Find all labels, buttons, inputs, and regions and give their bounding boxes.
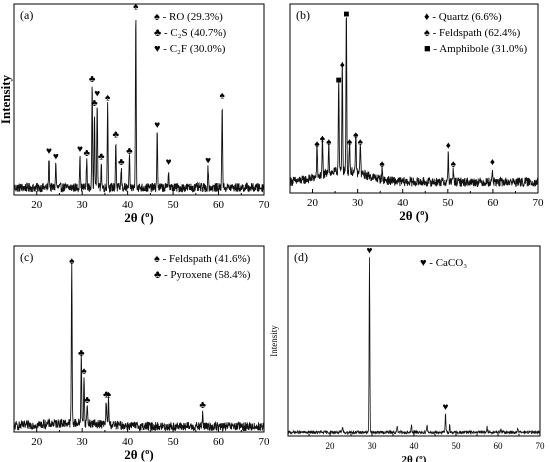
- legend-entry: ♥ - CaCO₃: [420, 257, 467, 269]
- x-tick-label: 40: [397, 197, 409, 209]
- peak-marker: ♣: [118, 157, 125, 168]
- peak-marker: ♣: [103, 389, 110, 400]
- peak-marker: ♠: [133, 2, 139, 13]
- panel-letter: (b): [296, 8, 310, 22]
- x-tick-label: 20: [326, 441, 336, 451]
- peak-marker: ♣: [89, 74, 96, 85]
- x-axis-label: 2θ (º): [124, 447, 154, 462]
- legend-entry: ♣ - C₂S (40.7%): [154, 27, 226, 39]
- peak-marker: ♠: [358, 137, 364, 148]
- peak-marker: ♠: [105, 92, 111, 103]
- peak-marker: ♠: [314, 139, 320, 150]
- x-tick-label: 50: [168, 199, 180, 211]
- plot-frame: [289, 3, 539, 194]
- peak-marker: ♠: [69, 256, 75, 267]
- y-axis-label: Intensity: [0, 74, 13, 124]
- x-tick-label: 30: [368, 441, 378, 451]
- peak-marker: ♣: [83, 148, 90, 159]
- peak-marker: ■: [336, 75, 342, 86]
- peak-marker: ♦: [446, 141, 451, 152]
- legend-entry: ♥ - C₂F (30.0%): [154, 43, 226, 55]
- legend-entry: ♠ - RO (29.3%): [154, 11, 223, 23]
- peak-marker: ♥: [53, 152, 59, 163]
- x-tick-label: 20: [307, 197, 319, 209]
- xrd-pattern-line: [287, 257, 541, 436]
- x-tick-label: 20: [31, 199, 43, 211]
- x-axis-label: 2θ (º): [402, 454, 427, 462]
- x-tick-label: 60: [487, 197, 499, 209]
- peak-marker: ♥: [94, 89, 100, 100]
- legend-entry: ■ - Amphibole (31.0%): [424, 43, 528, 55]
- x-tick-label: 50: [168, 436, 180, 448]
- x-tick-label: 70: [259, 436, 271, 448]
- peak-marker: ♥: [166, 157, 172, 168]
- peak-marker: ♥: [154, 120, 160, 131]
- x-axis-label: 2θ (º): [399, 208, 429, 223]
- peak-marker: ♠: [451, 159, 457, 170]
- legend-entry: ♠ - Feldspath (41.6%): [154, 253, 251, 265]
- panel-letter: (d): [294, 250, 308, 264]
- x-tick-label: 70: [259, 199, 271, 211]
- x-tick-label: 50: [452, 441, 462, 451]
- peak-marker: ♠: [353, 130, 359, 141]
- x-tick-label: 30: [352, 197, 364, 209]
- x-tick-label: 70: [536, 441, 546, 451]
- x-tick-label: 60: [213, 199, 225, 211]
- x-tick-label: 40: [122, 436, 134, 448]
- legend-entry: ♠ - Feldspath (62.4%): [424, 27, 521, 39]
- panel-letter: (a): [20, 8, 33, 22]
- panel-3: 20 30 40 50 60 70 2θ (º) Intensity (d) ♥ ♥ ♥ - CaCO…: [269, 245, 546, 462]
- xrd-pattern-line: [13, 262, 265, 433]
- plot-frame: [13, 245, 265, 433]
- xrd-pattern-line: [289, 17, 539, 188]
- peak-marker: ♠: [347, 137, 353, 148]
- peak-marker: ♣: [91, 98, 98, 109]
- peak-marker: ♠: [81, 366, 87, 377]
- peak-marker: ♥: [46, 146, 52, 157]
- plot-frame: [287, 245, 541, 437]
- peak-marker: ♠: [106, 389, 112, 400]
- x-tick-label: 60: [213, 436, 225, 448]
- y-axis-label: Intensity: [269, 325, 279, 357]
- legend-entry: ♦ - Quartz (6.6%): [424, 11, 502, 23]
- x-tick-label: 20: [31, 436, 43, 448]
- peak-marker: ♦: [490, 157, 495, 168]
- peak-marker: ♣: [78, 348, 85, 359]
- x-axis-label: 2θ (º): [124, 210, 154, 225]
- peak-marker: ♣: [84, 395, 91, 406]
- panel-letter: (c): [20, 250, 33, 264]
- x-tick-label: 30: [77, 199, 89, 211]
- x-tick-label: 30: [77, 436, 89, 448]
- peak-marker: ♥: [77, 144, 83, 155]
- peak-marker: ■: [343, 9, 349, 20]
- legend-entry: ♣ - Pyroxene (58.4%): [154, 269, 251, 281]
- peak-marker: ♠: [320, 133, 326, 144]
- peak-marker: ♣: [98, 152, 105, 163]
- x-tick-label: 50: [442, 197, 454, 209]
- peak-marker: ♦: [340, 60, 345, 71]
- peak-marker: ♠: [220, 91, 226, 102]
- x-tick-label: 40: [122, 199, 134, 211]
- x-tick-label: 40: [410, 441, 420, 451]
- x-tick-label: 60: [494, 441, 504, 451]
- peak-marker: ♥: [367, 246, 373, 257]
- x-tick-label: 70: [533, 197, 545, 209]
- peak-marker: ♣: [113, 129, 120, 140]
- peak-marker: ♥: [205, 155, 211, 166]
- peak-marker: ♣: [199, 400, 206, 411]
- xrd-pattern-line: [13, 19, 265, 193]
- peak-marker: ♠: [379, 159, 385, 170]
- peak-marker: ♠: [326, 137, 332, 148]
- plot-frame: [13, 3, 265, 196]
- peak-marker: ♣: [126, 146, 133, 157]
- peak-marker: ♥: [443, 402, 449, 413]
